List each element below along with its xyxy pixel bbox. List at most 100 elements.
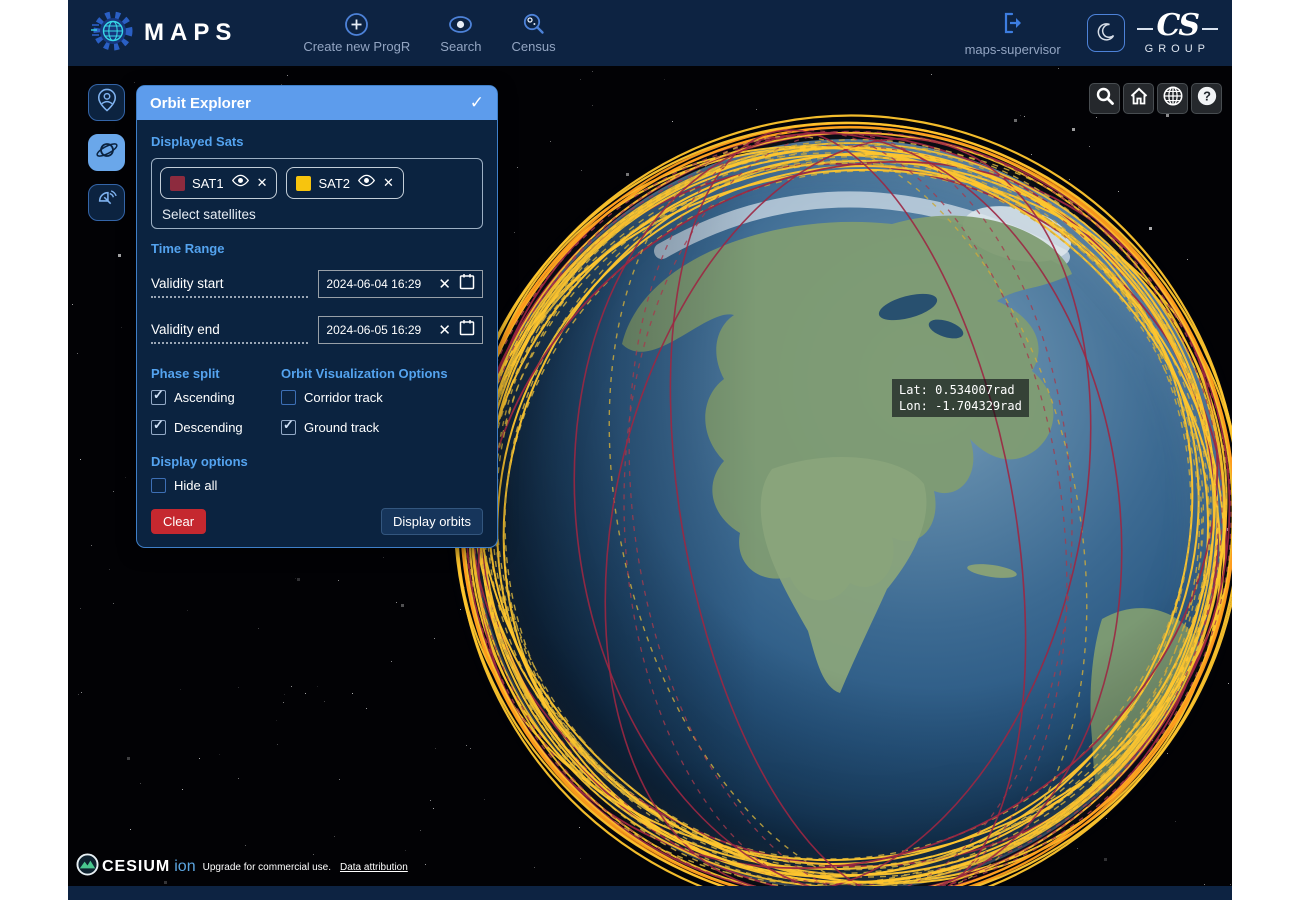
orbit-viz-column: Orbit Visualization Options Corridor tra… [269, 362, 483, 450]
validity-start-row: Validity start 2024-06-04 16:29 ✕ [151, 270, 483, 298]
logout-icon [1000, 10, 1026, 41]
moon-icon [1096, 22, 1116, 45]
data-attribution-link[interactable]: Data attribution [339, 861, 408, 873]
sat-chip-sat2[interactable]: SAT2 ✕ [286, 167, 404, 199]
remove-sat-icon[interactable]: ✕ [383, 175, 394, 190]
calendar-icon[interactable] [459, 319, 475, 341]
nav-census[interactable]: Census [512, 12, 556, 54]
checkbox-box[interactable] [281, 390, 296, 405]
checkbox-corridor-track[interactable]: Corridor track [281, 390, 483, 405]
remove-sat-icon[interactable]: ✕ [256, 175, 268, 190]
clear-date-icon[interactable]: ✕ [438, 321, 451, 339]
sat2-color-swatch [296, 175, 312, 191]
brand-title: MAPS [144, 19, 238, 46]
sidebar-item-user-location[interactable] [88, 84, 125, 121]
app-logo: MAPS [90, 9, 237, 58]
help-icon: ? [1196, 85, 1218, 112]
field-leader: Validity start [151, 276, 309, 298]
date-value: 2024-06-05 16:29 [326, 323, 422, 337]
panel-header[interactable]: Orbit Explorer ✓ [137, 86, 497, 120]
validity-end-input[interactable]: 2024-06-05 16:29 ✕ [318, 316, 483, 344]
sat-chip-sat1[interactable]: SAT1 ✕ [160, 167, 278, 199]
visibility-eye-icon[interactable] [357, 174, 376, 192]
calendar-icon[interactable] [459, 273, 475, 295]
displayed-sats-heading: Displayed Sats [151, 134, 244, 149]
clear-button[interactable]: Clear [151, 509, 207, 534]
clear-date-icon[interactable]: ✕ [438, 275, 451, 293]
satellite-select-box[interactable]: SAT1 ✕ SAT2 [151, 158, 483, 229]
nav-label: Census [511, 39, 556, 54]
plus-circle-icon [344, 12, 369, 37]
cs-group-mark: CS [1136, 8, 1218, 43]
user-session[interactable]: maps-supervisor [965, 10, 1061, 57]
magnifier-icon [521, 12, 546, 37]
options-columns: Phase split Ascending Descending Orbit V… [151, 362, 483, 450]
checkbox-label: Hide all [174, 478, 218, 493]
tooltip-lon: Lon: -1.704329rad [899, 399, 1022, 414]
ion-wordmark[interactable]: ion [174, 858, 196, 875]
nav-create-new-progr[interactable]: Create new ProgR [303, 12, 410, 54]
check-icon[interactable]: ✓ [469, 93, 484, 112]
bottom-strip [68, 886, 1232, 900]
sat1-color-swatch [170, 175, 185, 191]
validity-start-input[interactable]: 2024-06-04 16:29 ✕ [318, 270, 483, 298]
tooltip-lat: Lat: 0.534007rad [899, 383, 1015, 397]
date-value: 2024-06-04 16:29 [326, 277, 422, 291]
checkbox-box[interactable] [151, 478, 166, 493]
theme-toggle-button[interactable] [1086, 14, 1125, 52]
scene-mode-button[interactable] [1157, 83, 1188, 114]
svg-text:?: ? [1203, 89, 1211, 104]
app-window: MAPS Create new ProgR [68, 0, 1232, 900]
sat-chip-label: SAT2 [318, 175, 351, 191]
satellite-dish-icon [96, 189, 118, 216]
sidebar-item-ground-contact[interactable] [88, 184, 125, 221]
main-nav: Create new ProgR Search [303, 12, 556, 54]
globe-icon [1162, 85, 1184, 112]
planet-icon [95, 138, 119, 167]
select-satellites-placeholder[interactable]: Select satellites [162, 207, 256, 222]
nav-search[interactable]: Search [440, 12, 482, 54]
person-pin-icon [96, 88, 118, 117]
panel-title: Orbit Explorer [150, 94, 251, 112]
cesium-viewport[interactable]: Orbit Explorer ✓ Displayed Sats SAT1 [68, 66, 1232, 886]
help-button[interactable]: ? [1191, 83, 1222, 114]
geocoder-search-button[interactable] [1089, 83, 1120, 114]
cesium-wordmark[interactable]: CESIUM [102, 858, 171, 875]
top-navbar: MAPS Create new ProgR [68, 0, 1232, 66]
checkbox-label: Ascending [174, 390, 235, 405]
checkbox-box[interactable] [151, 417, 166, 435]
nav-label: Create new ProgR [303, 39, 411, 54]
eye-icon [447, 12, 474, 37]
tool-sidebar [88, 84, 125, 221]
display-options-heading: Display options [151, 454, 248, 469]
home-view-button[interactable] [1123, 83, 1154, 114]
orbit-explorer-panel: Orbit Explorer ✓ Displayed Sats SAT1 [137, 86, 497, 547]
orbit-viz-heading: Orbit Visualization Options [281, 366, 448, 381]
checkbox-ground-track[interactable]: Ground track [281, 417, 483, 435]
checkbox-box[interactable] [151, 387, 166, 405]
visibility-eye-icon[interactable] [231, 174, 250, 192]
chips-row: SAT1 ✕ SAT2 [160, 167, 474, 199]
earth-globe[interactable] [472, 139, 1224, 886]
cesium-toolbar: ? [1089, 83, 1222, 114]
checkbox-label: Ground track [304, 420, 380, 435]
cs-group-word: GROUP [1144, 43, 1210, 55]
search-icon [1095, 86, 1115, 111]
time-range-heading: Time Range [151, 241, 225, 256]
sidebar-item-orbit-explorer[interactable] [88, 134, 125, 171]
cesium-attribution: CESIUM ion Upgrade for commercial use. D… [76, 853, 408, 881]
nav-label: Search [440, 39, 482, 54]
phase-split-heading: Phase split [151, 366, 220, 381]
checkbox-hide-all[interactable]: Hide all [151, 478, 483, 493]
checkbox-ascending[interactable]: Ascending [151, 387, 269, 405]
validity-end-label: Validity end [151, 322, 220, 337]
field-leader: Validity end [151, 322, 309, 344]
validity-end-row: Validity end 2024-06-05 16:29 ✕ [151, 316, 483, 344]
earth-landmass [474, 141, 1222, 886]
checkbox-label: Corridor track [304, 390, 383, 405]
panel-body: Displayed Sats SAT1 ✕ [137, 120, 497, 547]
panel-actions: Clear Display orbits [151, 508, 483, 535]
checkbox-box[interactable] [281, 417, 296, 435]
display-orbits-button[interactable]: Display orbits [380, 508, 483, 535]
checkbox-descending[interactable]: Descending [151, 417, 269, 435]
